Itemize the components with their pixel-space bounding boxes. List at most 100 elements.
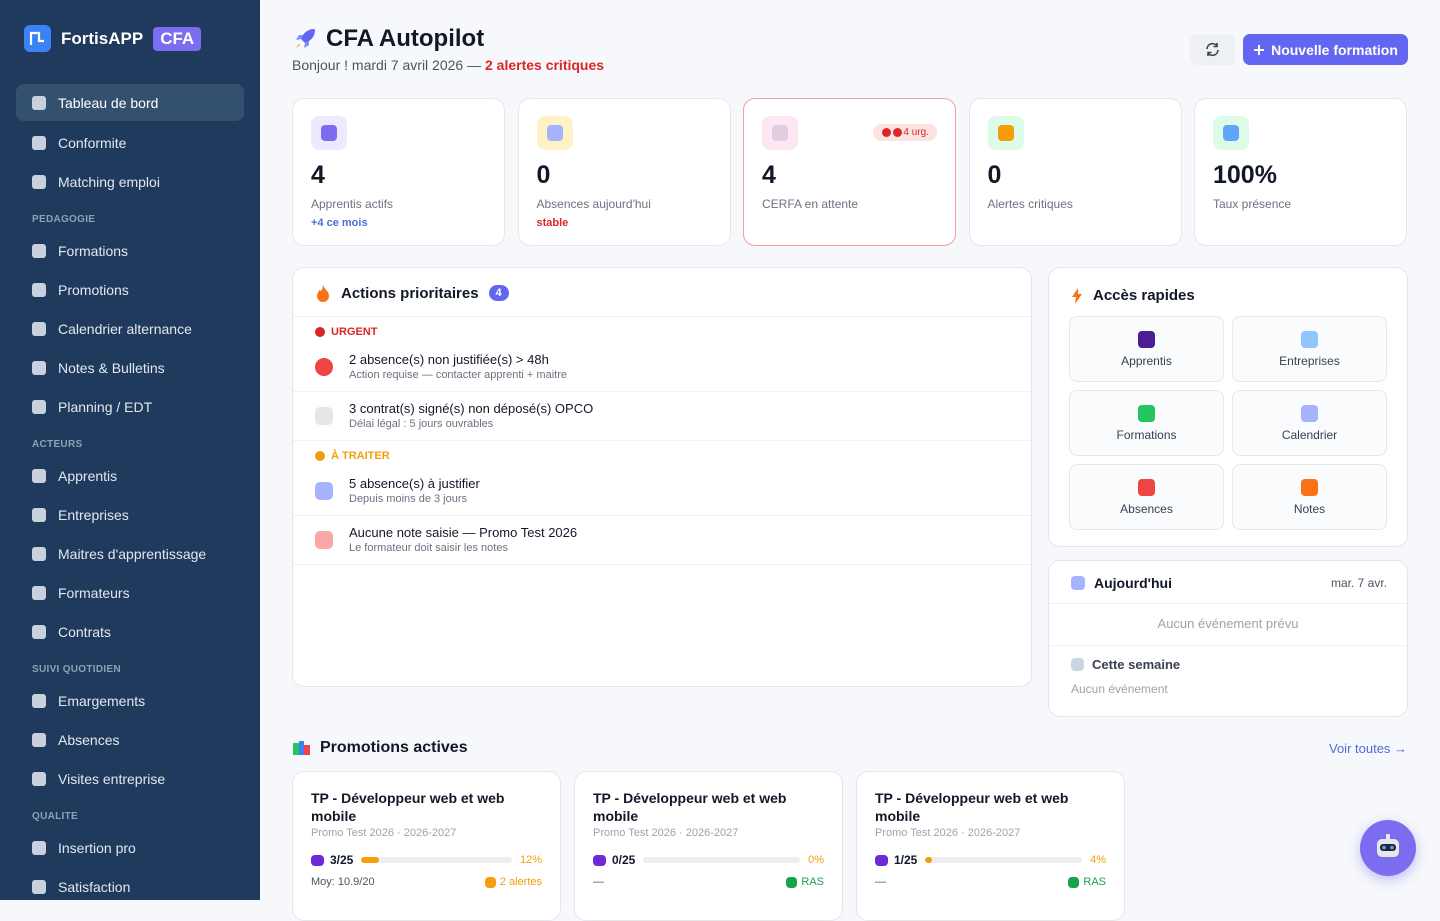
promotion-status: RAS xyxy=(786,876,824,888)
stat-icon-glyph xyxy=(1223,125,1239,141)
stat-card: 4 CERFA en attente 4 urg. xyxy=(743,98,956,246)
nav-item[interactable]: Formateurs xyxy=(16,573,244,612)
quick-label: Notes xyxy=(1293,501,1326,516)
promotion-card[interactable]: TP - Développeur web et web mobile Promo … xyxy=(574,771,843,921)
group-title: À TRAITER xyxy=(331,450,390,462)
nav-item[interactable]: Calendrier alternance xyxy=(16,309,244,348)
nav-label: Apprentis xyxy=(58,467,118,484)
week-empty: Aucun événement xyxy=(1071,682,1168,696)
promotion-count: 1/25 xyxy=(894,853,918,867)
today-date: mar. 7 avr. xyxy=(1330,576,1387,590)
nav-item[interactable]: Emargements xyxy=(16,681,244,720)
action-item[interactable]: 2 absence(s) non justifiée(s) > 48h Actio… xyxy=(293,343,1031,392)
nav-item[interactable]: Conformite xyxy=(16,123,244,162)
nav-item[interactable]: Contrats xyxy=(16,612,244,651)
action-desc: Action requise — contacter apprenti + ma… xyxy=(349,369,567,381)
nav-item[interactable]: Insertion pro xyxy=(16,828,244,867)
promotion-pct: 0% xyxy=(808,854,824,866)
nav-item[interactable]: Promotions xyxy=(16,270,244,309)
week-header: Cette semaine xyxy=(1049,646,1407,672)
stat-icon xyxy=(987,116,1024,150)
action-groups: URGENT 2 absence(s) non justifiée(s) > 48… xyxy=(293,317,1031,565)
promotion-card[interactable]: TP - Développeur web et web mobile Promo … xyxy=(856,771,1125,921)
fire-icon xyxy=(317,285,329,302)
action-icon xyxy=(315,481,333,500)
nav-item[interactable]: Formations xyxy=(16,231,244,270)
stat-label: CERFA en attente xyxy=(762,197,859,211)
action-item[interactable]: 5 absence(s) à justifier Depuis moins de … xyxy=(293,467,1031,516)
promotion-card[interactable]: TP - Développeur web et web mobile Promo … xyxy=(292,771,561,921)
stat-icon-glyph xyxy=(321,125,337,141)
promotion-status: RAS xyxy=(1068,876,1106,888)
nav-icon xyxy=(32,282,46,297)
brand[interactable]: FortisAPP CFA xyxy=(24,25,202,52)
stat-badge: 4 urg. xyxy=(873,124,937,141)
refresh-icon xyxy=(1206,42,1219,57)
promotion-progress: 0/25 0% xyxy=(593,853,824,867)
quick-item[interactable]: Calendrier xyxy=(1232,390,1387,456)
badge-dot xyxy=(882,128,892,137)
nav-item[interactable]: Notes & Bulletins xyxy=(16,348,244,387)
status-text: RAS xyxy=(1083,876,1106,888)
nav-icon xyxy=(32,732,46,747)
quick-item[interactable]: Apprentis xyxy=(1069,316,1224,382)
nav-item[interactable]: Apprentis xyxy=(16,456,244,495)
promotion-foot: Moy: 10.9/20 xyxy=(311,876,375,888)
stat-card: 100% Taux présence xyxy=(1194,98,1407,246)
nav-item[interactable]: Entreprises xyxy=(16,495,244,534)
promotion-count: 0/25 xyxy=(612,853,636,867)
nav-item[interactable]: Satisfaction xyxy=(16,867,244,900)
action-item[interactable]: Aucune note saisie — Promo Test 2026 Le f… xyxy=(293,516,1031,565)
promotion-meta: Promo Test 2026 · 2026-2027 xyxy=(875,827,1021,839)
week-title: Cette semaine xyxy=(1092,657,1181,672)
button-label: Nouvelle formation xyxy=(1271,41,1398,58)
promotions-header: Promotions actives xyxy=(293,739,468,757)
nav-icon xyxy=(32,360,46,375)
nav-item[interactable]: Matching emploi xyxy=(16,162,244,201)
stat-label: Taux présence xyxy=(1213,197,1292,211)
quick-label: Formations xyxy=(1116,427,1177,442)
stat-icon-glyph xyxy=(997,125,1014,141)
quick-item[interactable]: Notes xyxy=(1232,464,1387,530)
greeting-text: Bonjour ! mardi 7 avril 2026 — xyxy=(292,57,482,73)
promotion-meta: Promo Test 2026 · 2026-2027 xyxy=(311,827,457,839)
nav-icon xyxy=(32,879,46,894)
quick-item[interactable]: Entreprises xyxy=(1232,316,1387,382)
nav-label: Absences xyxy=(58,731,120,748)
see-all-link[interactable]: Voir toutes → xyxy=(1329,741,1408,756)
action-icon xyxy=(315,357,333,376)
people-icon xyxy=(875,854,888,866)
nav-icon xyxy=(32,468,46,483)
quick-item[interactable]: Formations xyxy=(1069,390,1224,456)
status-icon xyxy=(484,876,496,888)
new-formation-button[interactable]: Nouvelle formation xyxy=(1243,34,1408,65)
quick-title: Accès rapides xyxy=(1093,287,1195,304)
today-empty: Aucun événement prévu xyxy=(1049,604,1407,646)
action-item[interactable]: 3 contrat(s) signé(s) non déposé(s) OPCO… xyxy=(293,392,1031,441)
actions-count: 4 xyxy=(488,285,509,301)
actions-panel: Actions prioritaires 4 URGENT 2 absence(s… xyxy=(292,267,1032,687)
stat-value: 4 xyxy=(762,161,776,189)
nav-item[interactable]: Maitres d'apprentissage xyxy=(16,534,244,573)
nav-section-title: ACTEURS xyxy=(32,439,83,450)
promotion-pct: 12% xyxy=(519,854,542,866)
quick-label: Entreprises xyxy=(1279,353,1340,368)
nav-item[interactable]: Absences xyxy=(16,720,244,759)
promotion-name: TP - Développeur web et web mobile xyxy=(875,790,1069,824)
nav-item[interactable]: Visites entreprise xyxy=(16,759,244,798)
refresh-button[interactable] xyxy=(1190,34,1235,65)
nav-label: Matching emploi xyxy=(58,173,160,190)
group-title: URGENT xyxy=(331,326,378,338)
action-title: Aucune note saisie — Promo Test 2026 xyxy=(349,525,578,540)
nav-item[interactable]: Planning / EDT xyxy=(16,387,244,426)
action-text: 2 absence(s) non justifiée(s) > 48h Actio… xyxy=(349,352,567,381)
assistant-button[interactable] xyxy=(1360,820,1416,876)
action-title: 5 absence(s) à justifier xyxy=(349,476,480,491)
quick-label: Apprentis xyxy=(1121,353,1172,368)
nav-item[interactable]: Tableau de bord xyxy=(16,84,244,121)
quick-item[interactable]: Absences xyxy=(1069,464,1224,530)
promotions-title: Promotions actives xyxy=(320,739,468,756)
stat-icon xyxy=(536,116,573,150)
actions-header: Actions prioritaires 4 xyxy=(293,268,1031,317)
